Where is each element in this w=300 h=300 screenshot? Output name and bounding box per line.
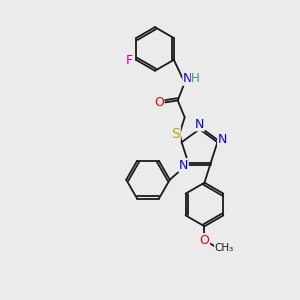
Text: O: O — [154, 96, 164, 109]
Text: N: N — [195, 118, 204, 131]
Text: S: S — [171, 127, 180, 141]
Text: CH₃: CH₃ — [215, 243, 234, 253]
Text: H: H — [191, 72, 200, 85]
Text: N: N — [179, 159, 188, 172]
Text: F: F — [126, 54, 133, 67]
Text: O: O — [200, 234, 209, 247]
Text: N: N — [218, 133, 227, 146]
Text: N: N — [183, 72, 192, 85]
